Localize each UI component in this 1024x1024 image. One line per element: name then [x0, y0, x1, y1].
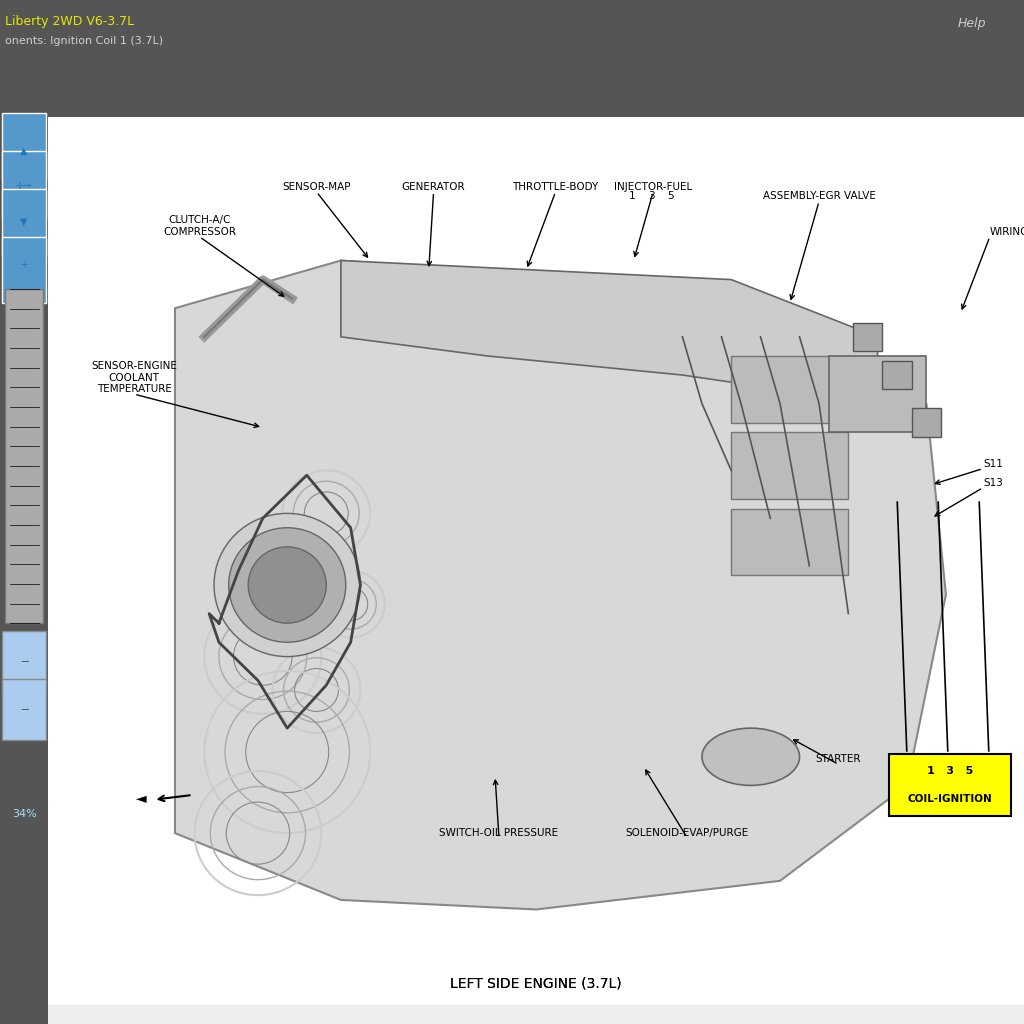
- Bar: [48, 947, 1024, 1024]
- Text: WIRING-E: WIRING-E: [990, 226, 1024, 237]
- Polygon shape: [341, 260, 878, 403]
- Text: onents: Ignition Coil 1 (3.7L): onents: Ignition Coil 1 (3.7L): [5, 36, 163, 46]
- Text: SWITCH-OIL PRESSURE: SWITCH-OIL PRESSURE: [439, 827, 558, 838]
- Text: 1: 1: [629, 191, 635, 202]
- Text: SOLENOID-EVAP/PURGE: SOLENOID-EVAP/PURGE: [626, 827, 749, 838]
- Text: ▼: ▼: [20, 216, 28, 226]
- Text: COIL-IGNITION: COIL-IGNITION: [908, 794, 992, 804]
- Text: LEFT SIDE ENGINE (3.7L): LEFT SIDE ENGINE (3.7L): [451, 977, 622, 991]
- Text: LEFT SIDE ENGINE (3.7L): LEFT SIDE ENGINE (3.7L): [451, 977, 622, 991]
- Bar: [48, 118, 1024, 947]
- Text: ─: ─: [20, 656, 28, 667]
- Text: ✛→: ✛→: [16, 181, 32, 191]
- FancyBboxPatch shape: [2, 151, 46, 217]
- Circle shape: [214, 513, 360, 656]
- FancyBboxPatch shape: [889, 754, 1012, 816]
- FancyBboxPatch shape: [2, 237, 46, 303]
- Bar: [731, 509, 848, 575]
- Text: THROTTLE-BODY: THROTTLE-BODY: [512, 182, 599, 191]
- Bar: [883, 360, 911, 389]
- FancyBboxPatch shape: [2, 679, 46, 739]
- Text: STARTER: STARTER: [816, 755, 861, 764]
- Text: GENERATOR: GENERATOR: [401, 182, 466, 191]
- Text: 34%: 34%: [11, 809, 37, 819]
- Ellipse shape: [702, 728, 800, 785]
- FancyBboxPatch shape: [2, 113, 46, 179]
- Text: ◄: ◄: [135, 791, 146, 805]
- Text: INJECTOR-FUEL: INJECTOR-FUEL: [614, 182, 692, 191]
- Text: 5: 5: [668, 191, 674, 202]
- Text: S11: S11: [983, 459, 1002, 469]
- Text: 1   3   5: 1 3 5: [927, 766, 974, 776]
- Text: ▲: ▲: [20, 145, 28, 156]
- Circle shape: [248, 547, 327, 624]
- Text: 3: 3: [648, 191, 654, 202]
- FancyBboxPatch shape: [2, 631, 46, 692]
- Text: S13: S13: [983, 477, 1002, 487]
- Text: +: +: [20, 260, 28, 270]
- Text: CLUTCH-A/C
COMPRESSOR: CLUTCH-A/C COMPRESSOR: [163, 215, 236, 237]
- Text: SENSOR-ENGINE
COOLANT
TEMPERATURE: SENSOR-ENGINE COOLANT TEMPERATURE: [91, 360, 177, 394]
- Bar: [731, 432, 848, 499]
- Text: Liberty 2WD V6-3.7L: Liberty 2WD V6-3.7L: [5, 15, 134, 29]
- Polygon shape: [175, 260, 946, 909]
- Bar: [911, 409, 941, 437]
- Text: SENSOR-MAP: SENSOR-MAP: [283, 182, 351, 191]
- FancyBboxPatch shape: [2, 189, 46, 256]
- Text: ─: ─: [20, 705, 28, 714]
- Circle shape: [228, 527, 346, 642]
- Bar: [731, 356, 848, 423]
- Bar: [48, 1005, 1024, 1024]
- Text: Help: Help: [957, 17, 986, 30]
- Bar: [853, 323, 883, 351]
- FancyBboxPatch shape: [5, 289, 43, 624]
- Bar: [828, 356, 927, 432]
- Text: ASSEMBLY-EGR VALVE: ASSEMBLY-EGR VALVE: [763, 191, 876, 202]
